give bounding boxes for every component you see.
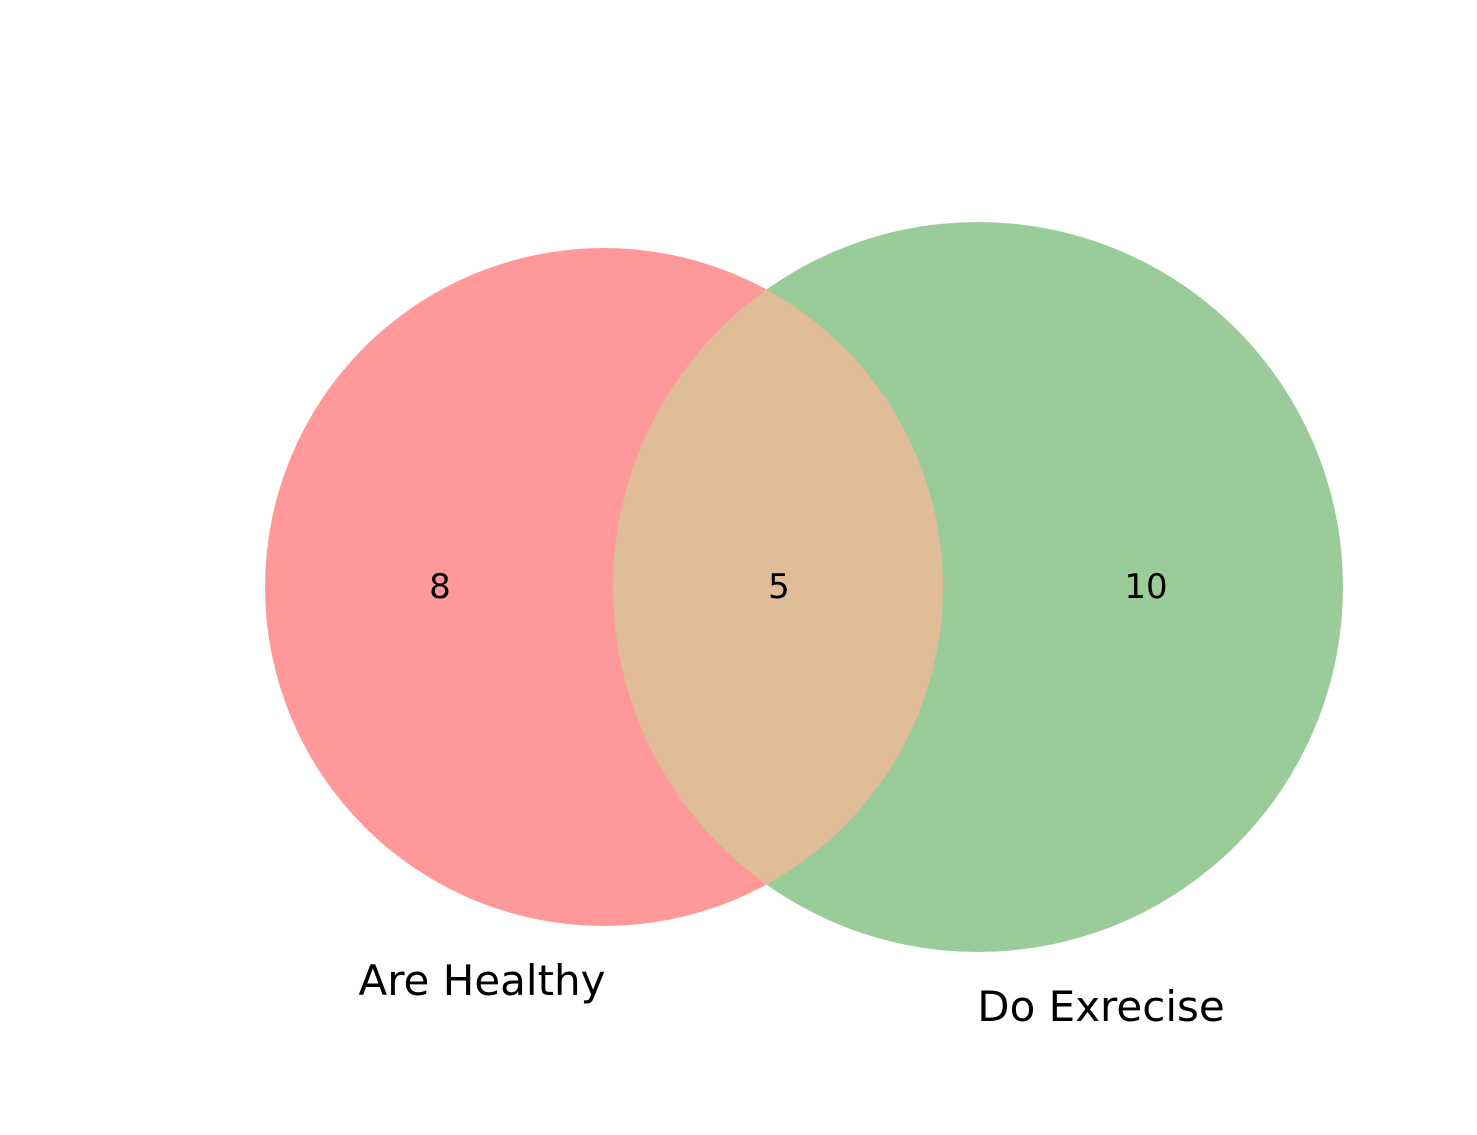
set-label-are-healthy: Are Healthy (358, 956, 605, 1005)
set-label-do-exercise: Do Exrecise (977, 982, 1224, 1031)
region-count-only-a: 8 (429, 567, 451, 607)
region-count-intersection: 5 (768, 567, 790, 607)
intersection-region (613, 248, 943, 926)
region-count-only-b: 10 (1124, 567, 1167, 607)
